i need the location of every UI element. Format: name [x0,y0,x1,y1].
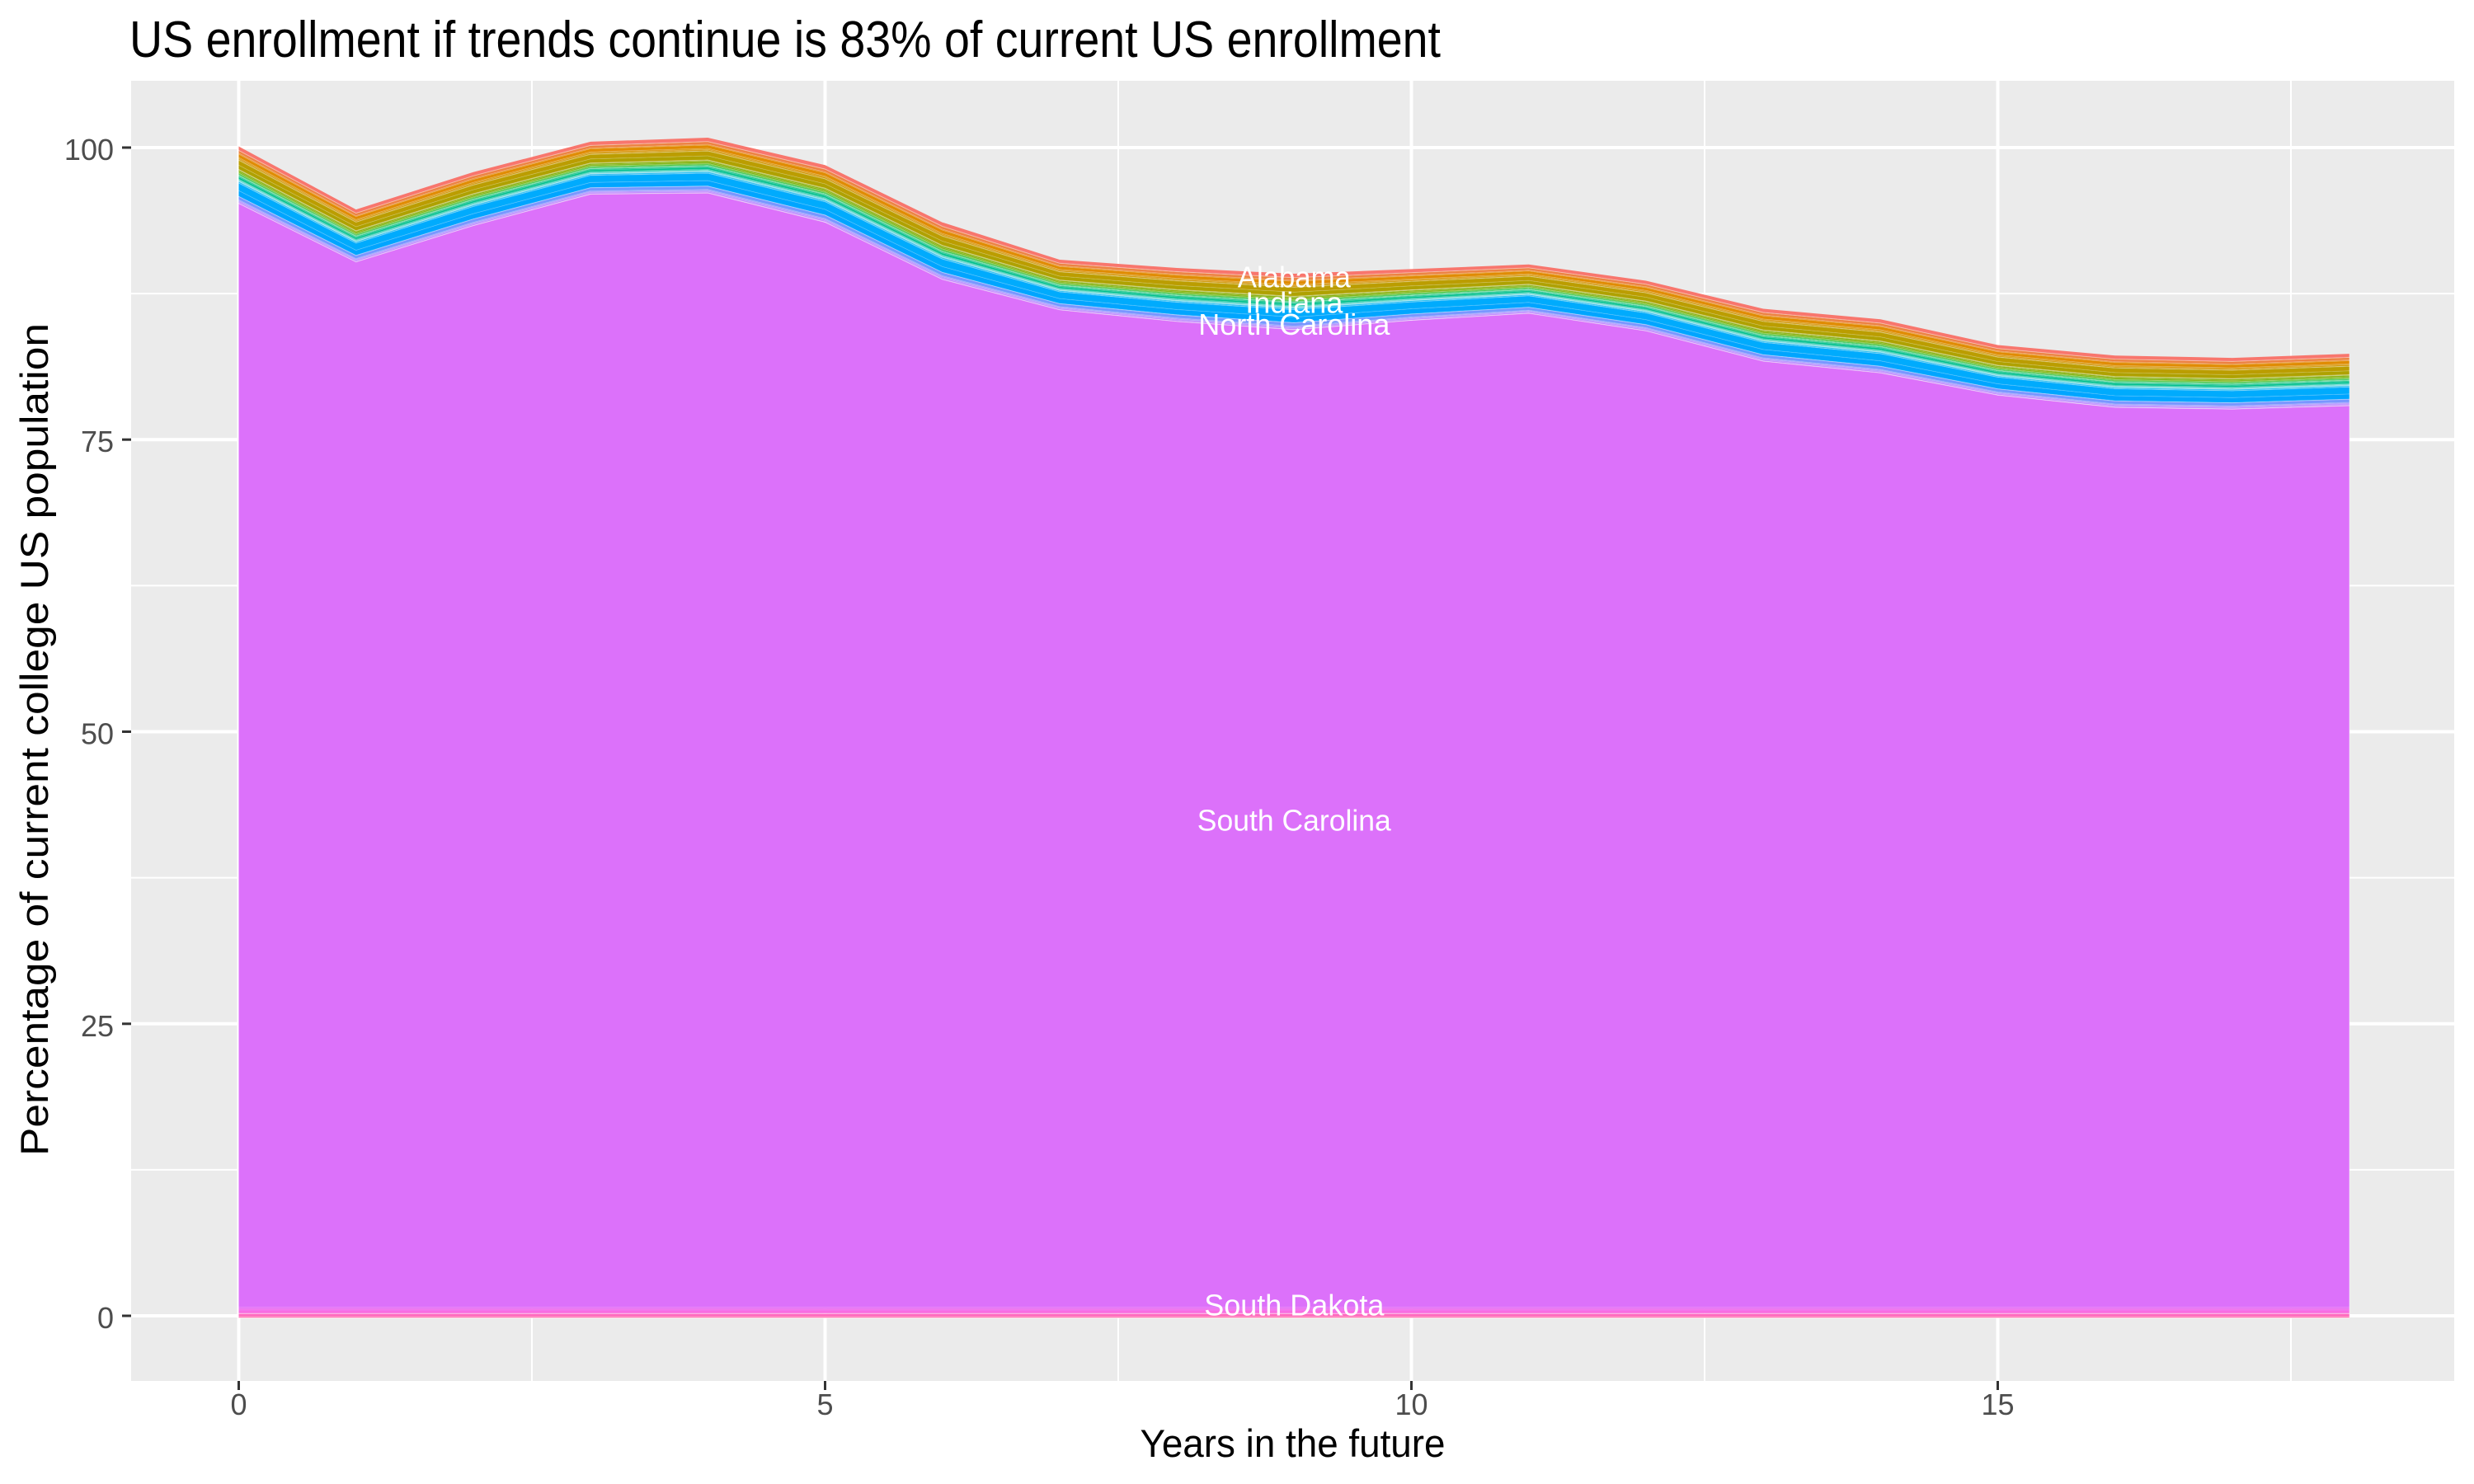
svg-text:10: 10 [1395,1388,1427,1421]
svg-text:0: 0 [230,1388,247,1421]
svg-text:0: 0 [97,1301,114,1335]
svg-text:North Carolina: North Carolina [1198,308,1390,341]
svg-text:100: 100 [64,133,114,167]
svg-text:25: 25 [81,1009,114,1043]
svg-text:US enrollment if trends contin: US enrollment if trends continue is 83% … [129,12,1441,68]
svg-text:15: 15 [1981,1388,2014,1421]
svg-text:Indiana: Indiana [1245,286,1343,320]
svg-text:50: 50 [81,717,114,751]
svg-text:75: 75 [81,425,114,458]
svg-text:Percentage of current college: Percentage of current college US populat… [12,323,56,1156]
svg-text:South Carolina: South Carolina [1197,804,1392,838]
svg-text:5: 5 [816,1388,833,1421]
svg-text:Years in the future: Years in the future [1141,1421,1446,1465]
svg-text:Alabama: Alabama [1238,260,1352,294]
svg-text:South Dakota: South Dakota [1204,1289,1385,1322]
